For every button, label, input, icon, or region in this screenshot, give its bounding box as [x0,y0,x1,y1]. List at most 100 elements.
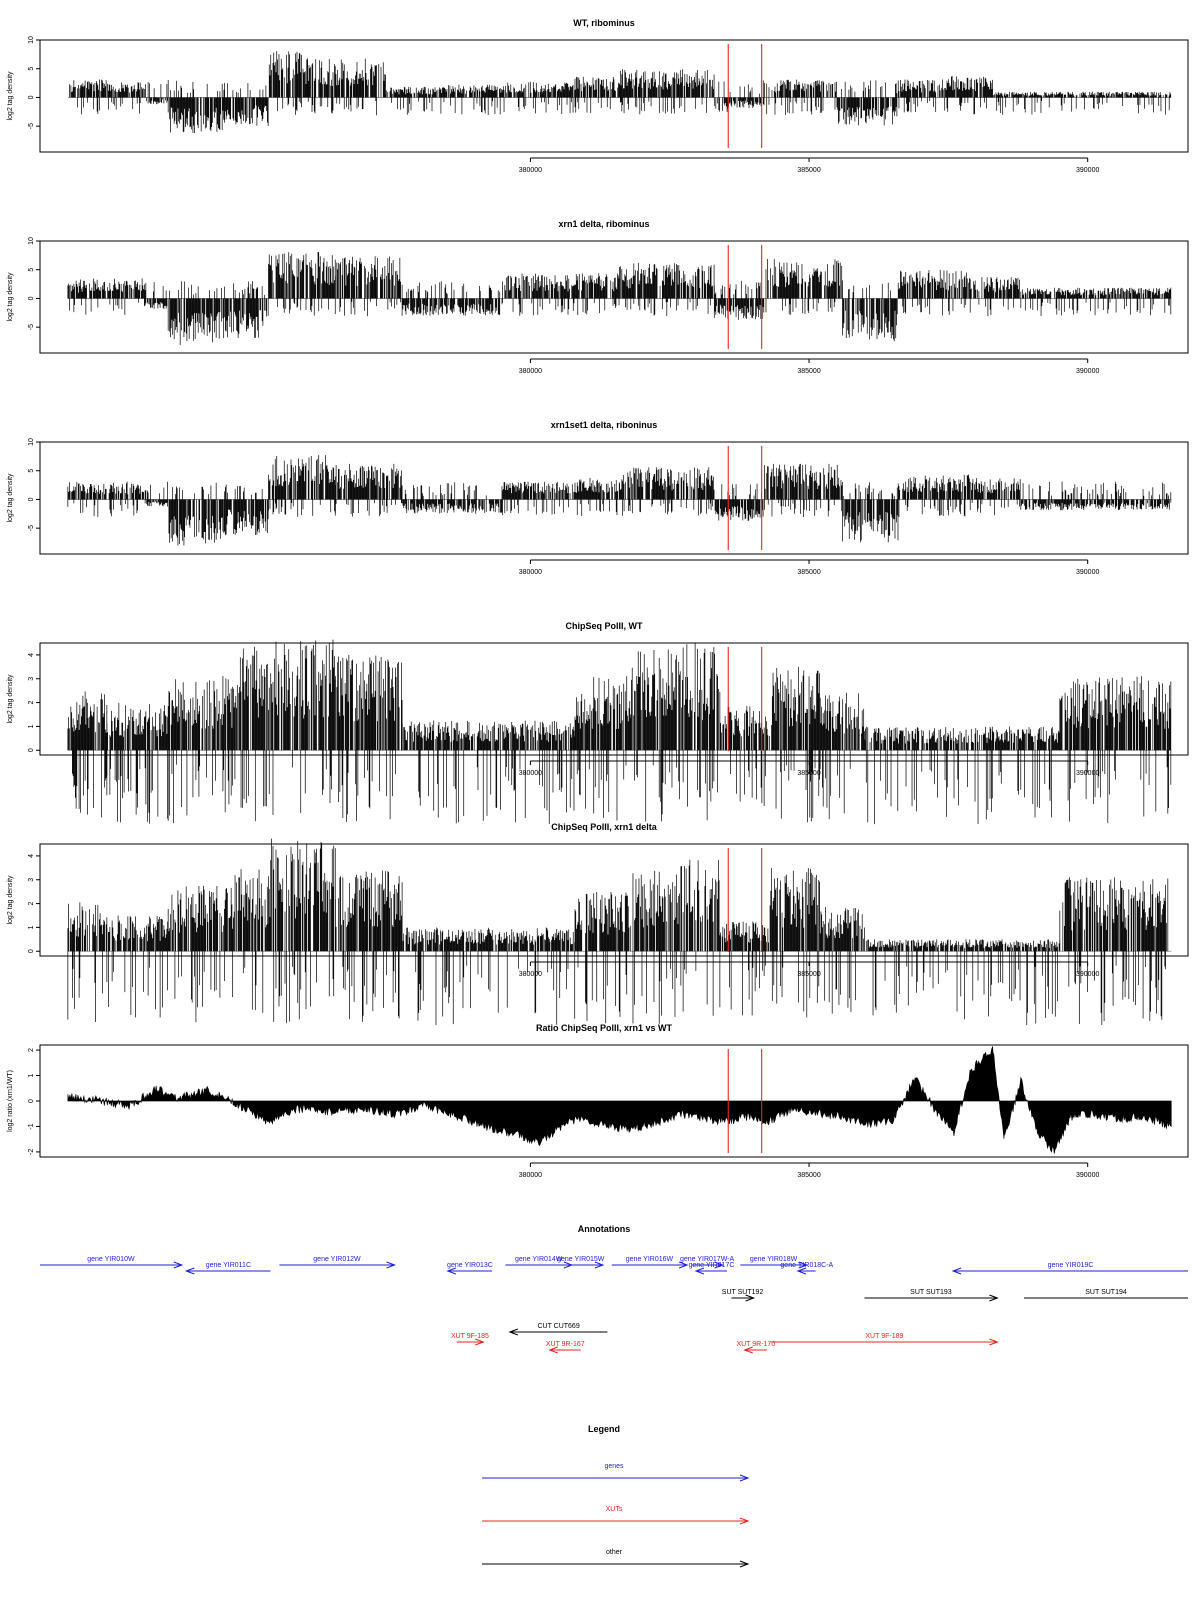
density-segment [681,643,721,821]
annotation-feature: XUT 9R-170 [736,1341,775,1354]
density-bars [67,278,147,315]
density-segment [224,281,269,338]
y-tick-label: 5 [28,469,35,473]
arrow-head [951,1267,962,1275]
y-tick-label: -5 [28,525,35,531]
track-panel: ChipSeq PolII, WT 0 1 2 3 4 log2 tag density 38… [7,621,1189,825]
density-bars [224,281,269,338]
density-bars [268,454,336,517]
legend-title: Legend [588,1424,620,1434]
density-segment [769,867,820,1018]
feature-label: SUT SUT192 [722,1289,764,1296]
y-tick-label: 1 [28,724,35,728]
y-tick-label: 0 [28,1099,35,1103]
density-segment [836,80,898,126]
density-segment [146,82,168,105]
density-segment [502,481,575,516]
density-bars [67,902,108,1022]
density-bars [771,666,820,823]
x-tick-label: 380000 [519,167,542,174]
legend-item: XUTs [482,1506,750,1525]
y-tick-label: 0 [28,949,35,953]
density-bars [619,467,715,516]
track-panel: xrn1set1 delta, riboninus 10 5 0 -5 log2 tag … [7,420,1189,576]
density-bars [993,91,1172,115]
density-bars [223,484,269,536]
feature-label: gene YIR012W [313,1256,361,1263]
legend-label: other [606,1549,623,1556]
y-tick-label: 4 [28,653,35,657]
density-bars [1020,481,1172,511]
density-bars [385,86,436,115]
density-bars [67,481,147,518]
density-segment [680,859,720,1016]
density-bars [630,870,680,1024]
density-bars [574,76,620,113]
y-tick-label: 4 [28,854,35,858]
density-segment [730,80,765,109]
density-segment [67,902,108,1022]
density-bars [167,885,235,1023]
track-title: xrn1 delta, ribominus [558,219,649,229]
legend-item: genes [482,1463,750,1482]
y-tick-label: 0 [28,296,35,300]
feature-label: XUT 9F-189 [865,1333,903,1340]
density-bars [167,676,236,824]
track-panel: xrn1 delta, ribominus 10 5 0 -5 log2 tag dens… [7,219,1189,375]
annotation-rows: gene YIR010W gene YIR011C gene YIR012W gene… [40,1256,1188,1354]
y-tick-label: 1 [28,925,35,929]
density-bars [435,84,503,116]
density-bars [730,80,765,109]
feature-label: gene YIR014W [515,1256,563,1263]
arrow-head [678,1261,689,1269]
density-bars [167,80,225,134]
y-tick-label: -1 [28,1123,35,1129]
density-segment [167,281,225,346]
arrow-head [714,1261,725,1269]
y-tick-label: 10 [28,36,35,44]
feature-label: gene YIR010W [87,1256,135,1263]
feature-label: CUT CUT669 [537,1323,579,1330]
density-bars [67,691,108,818]
density-segment [335,654,403,822]
annotation-feature: gene YIR011C [184,1262,271,1275]
density-segment [574,76,620,113]
density-bars [619,69,715,115]
y-tick-label: 2 [28,1048,35,1052]
x-tick-label: 385000 [797,167,820,174]
density-bars [268,838,336,1024]
density-bars [971,478,1021,516]
density-segment [574,477,620,516]
y-tick-label: 3 [28,677,35,681]
annotation-feature: SUT SUT194 [1024,1289,1188,1299]
density-bars [765,258,843,315]
density-bars [106,702,168,824]
legend-arrow [739,1560,750,1568]
density-bars [146,481,168,507]
density-segment [106,702,168,824]
density-segment [619,69,715,115]
density-segment [630,870,680,1024]
feature-label: XUT 9R-167 [546,1341,585,1348]
y-tick-label: -5 [28,324,35,330]
ratio-area [67,1045,1172,1154]
arrow-head [989,1294,999,1302]
density-bars [842,482,899,543]
track-panel: WT, ribominus 10 5 0 -5 log2 tag density 38000… [7,18,1189,174]
arrow-head [989,1338,999,1346]
density-bars [402,927,576,1026]
arrow-head [796,1267,807,1275]
density-bars [502,481,575,516]
density-bars [764,79,837,115]
x-tick-label: 390000 [1076,770,1099,777]
y-tick-label: 0 [28,497,35,501]
density-bars [865,939,1061,1026]
density-bars [574,676,631,821]
density-segment [335,870,403,1022]
legend-panel: Legend genes XUTs other [482,1424,750,1568]
density-segment [168,482,224,546]
density-segment [765,258,843,315]
y-tick-label: 2 [28,701,35,705]
density-bars [819,692,865,820]
